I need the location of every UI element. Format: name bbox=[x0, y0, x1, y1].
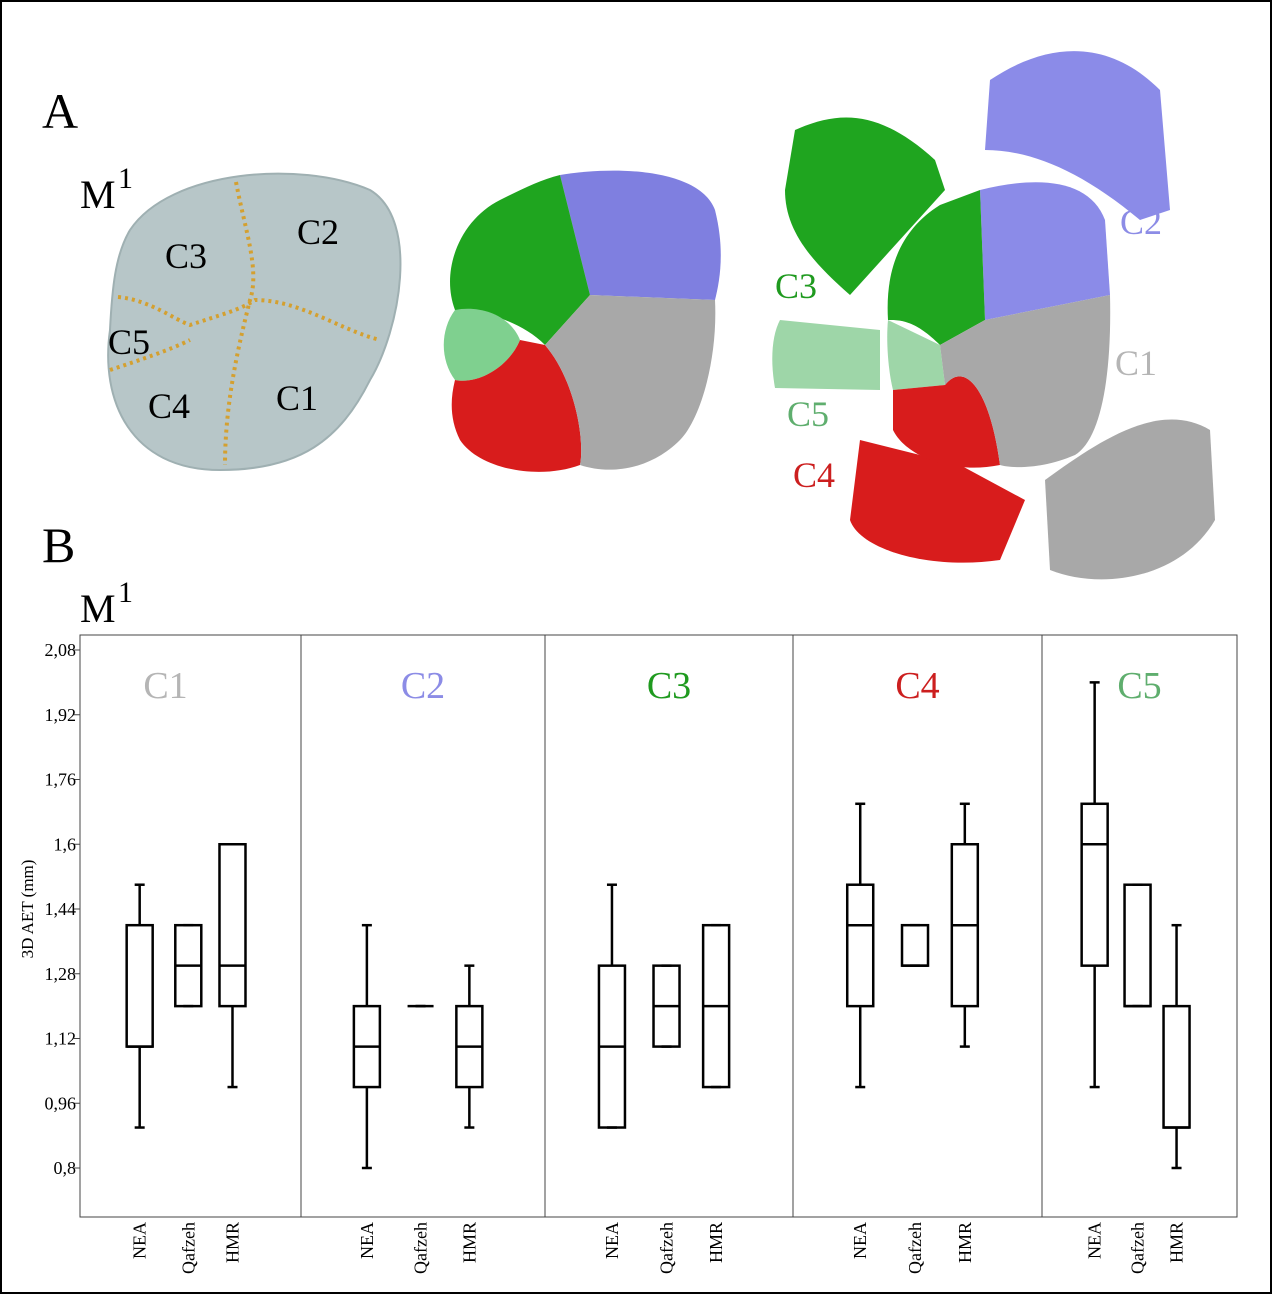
tooth-segmented bbox=[443, 170, 721, 472]
x-tick-label: Qafzeh bbox=[411, 1222, 431, 1274]
panel-letter: B bbox=[42, 517, 75, 573]
x-tick-label: Qafzeh bbox=[657, 1222, 677, 1274]
cusp-label: C2 bbox=[297, 212, 339, 252]
x-tick-label: Qafzeh bbox=[905, 1222, 925, 1274]
y-tick-label: 0,96 bbox=[45, 1093, 77, 1113]
y-axis-label: 3D AET (mm) bbox=[18, 860, 37, 959]
x-tick-label: HMR bbox=[1167, 1222, 1187, 1263]
cusp-label: C3 bbox=[165, 236, 207, 276]
x-tick-label: NEA bbox=[130, 1222, 150, 1259]
y-tick-label: 1,28 bbox=[45, 964, 77, 984]
tooth-name: M bbox=[80, 586, 116, 631]
panel-title: C1 bbox=[143, 665, 187, 707]
cusp-label: C4 bbox=[148, 386, 190, 426]
cusp-label: C2 bbox=[1120, 202, 1162, 242]
y-tick-label: 1,92 bbox=[45, 705, 77, 725]
y-tick-label: 1,44 bbox=[45, 899, 77, 919]
box bbox=[1080, 802, 1109, 967]
panel-title: C5 bbox=[1117, 665, 1161, 707]
x-tick-label: NEA bbox=[357, 1222, 377, 1259]
cusp-label: C1 bbox=[1115, 343, 1157, 383]
box bbox=[845, 883, 875, 1008]
box-chart: 0,8 0,96 1,12 1,28 1,44 1,6 1,76 1,92 2,08 3D AET… bbox=[18, 634, 1238, 1274]
tooth-outline bbox=[107, 172, 402, 472]
tooth-index: 1 bbox=[118, 162, 133, 195]
cusp-label: C3 bbox=[775, 266, 817, 306]
cusp-label: C1 bbox=[276, 378, 318, 418]
panel-letter: A bbox=[42, 83, 78, 139]
cusp-label: C5 bbox=[787, 394, 829, 434]
x-tick-label: NEA bbox=[850, 1222, 870, 1259]
plot-frame bbox=[79, 634, 1238, 1218]
x-tick-label: NEA bbox=[1085, 1222, 1105, 1259]
x-tick-label: HMR bbox=[459, 1222, 479, 1263]
x-tick-label: HMR bbox=[706, 1222, 726, 1263]
cusp-label: C4 bbox=[793, 455, 835, 495]
x-tick-label: Qafzeh bbox=[178, 1222, 198, 1274]
box bbox=[218, 843, 247, 1008]
y-tick-label: 1,12 bbox=[45, 1029, 77, 1049]
tooth-index: 1 bbox=[118, 576, 133, 609]
tooth-name: M bbox=[80, 172, 116, 217]
panel-title: C4 bbox=[895, 665, 939, 707]
y-tick-label: 2,08 bbox=[45, 640, 77, 660]
y-tick-label: 0,8 bbox=[54, 1158, 77, 1178]
panel-title: C3 bbox=[647, 665, 691, 707]
x-tick-label: HMR bbox=[222, 1222, 242, 1263]
x-tick-label: NEA bbox=[602, 1222, 622, 1259]
y-tick-label: 1,6 bbox=[54, 834, 77, 854]
cusp-label: C5 bbox=[108, 322, 150, 362]
x-tick-label: HMR bbox=[955, 1222, 975, 1263]
panel-title: C2 bbox=[401, 665, 445, 707]
tooth-exploded bbox=[772, 51, 1215, 580]
x-tick-label: Qafzeh bbox=[1128, 1222, 1148, 1274]
y-tick-label: 1,76 bbox=[45, 770, 77, 790]
